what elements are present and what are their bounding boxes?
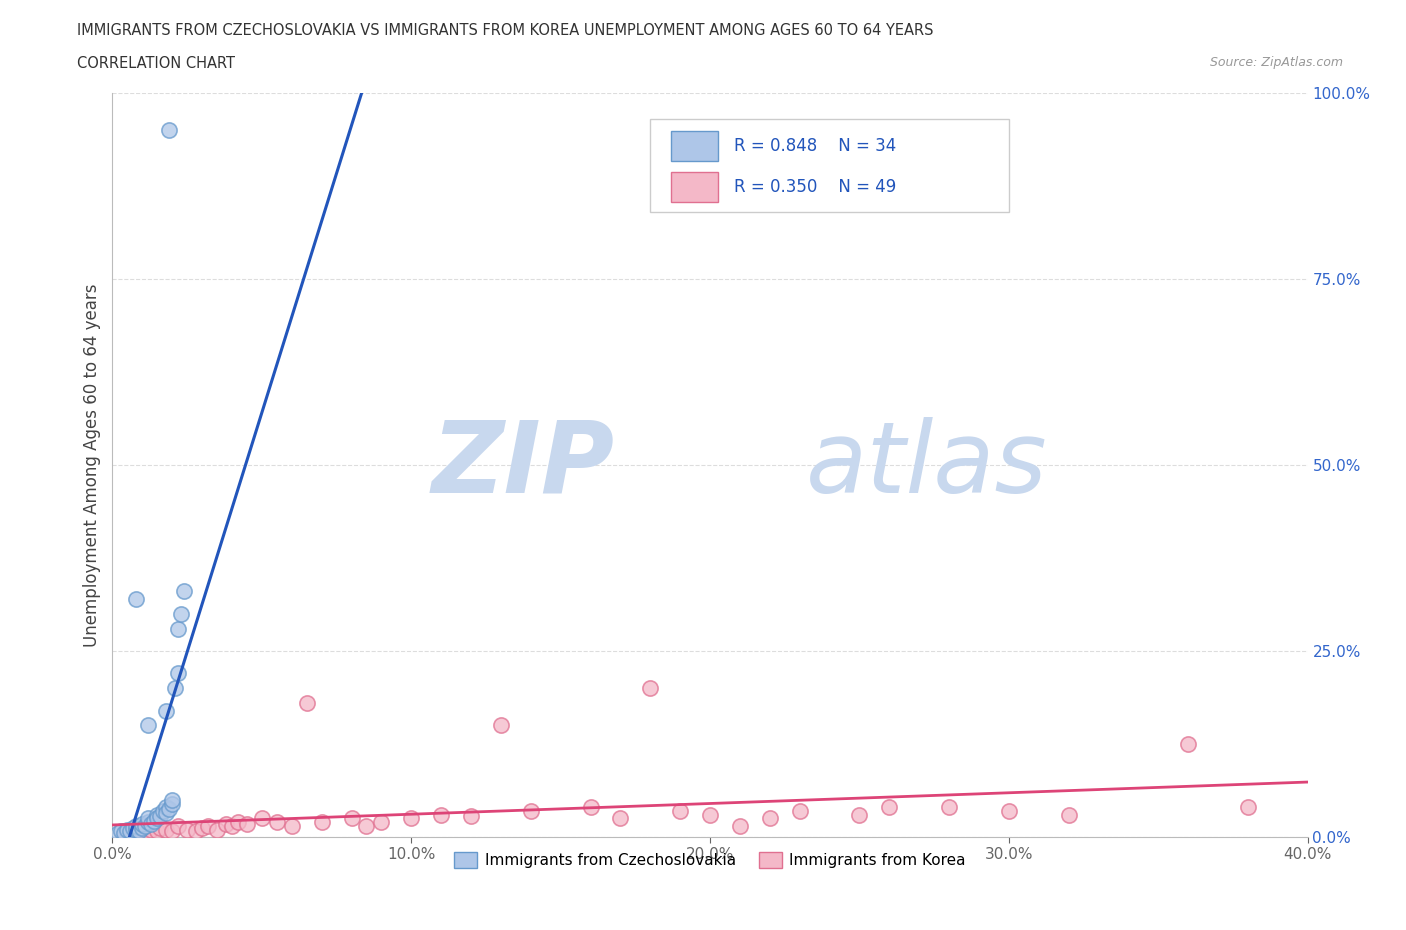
Legend: Immigrants from Czechoslovakia, Immigrants from Korea: Immigrants from Czechoslovakia, Immigran…	[449, 845, 972, 874]
FancyBboxPatch shape	[651, 119, 1010, 212]
Point	[579, 800, 602, 815]
Point	[170, 606, 193, 621]
Point	[609, 811, 631, 826]
Point	[167, 666, 190, 681]
Point	[138, 826, 160, 841]
Point	[370, 815, 392, 830]
Point	[699, 807, 721, 822]
Point	[117, 822, 139, 837]
Point	[157, 123, 180, 138]
Point	[430, 807, 453, 822]
Point	[120, 824, 142, 839]
Point	[1237, 800, 1260, 815]
Point	[141, 822, 163, 837]
Text: ZIP: ZIP	[432, 417, 614, 513]
Point	[1177, 737, 1199, 751]
Point	[110, 824, 132, 839]
Point	[356, 818, 378, 833]
Point	[460, 809, 482, 824]
Point	[197, 818, 219, 833]
Text: CORRELATION CHART: CORRELATION CHART	[77, 56, 235, 71]
Point	[122, 824, 145, 839]
Y-axis label: Unemployment Among Ages 60 to 64 years: Unemployment Among Ages 60 to 64 years	[83, 284, 101, 646]
Point	[186, 824, 208, 839]
Point	[789, 804, 811, 818]
Point	[879, 800, 901, 815]
Point	[149, 809, 172, 824]
Point	[125, 818, 148, 833]
Point	[173, 584, 195, 599]
Point	[489, 718, 512, 733]
Point	[162, 824, 183, 839]
Point	[295, 696, 318, 711]
Point	[125, 822, 148, 837]
Point	[215, 817, 238, 831]
Point	[226, 815, 249, 830]
Text: IMMIGRANTS FROM CZECHOSLOVAKIA VS IMMIGRANTS FROM KOREA UNEMPLOYMENT AMONG AGES : IMMIGRANTS FROM CZECHOSLOVAKIA VS IMMIGR…	[77, 23, 934, 38]
Point	[131, 822, 153, 837]
Point	[155, 800, 177, 815]
Point	[998, 804, 1021, 818]
Point	[155, 805, 177, 820]
Point	[125, 591, 148, 606]
Point	[266, 815, 288, 830]
Point	[114, 826, 135, 841]
Bar	[671, 172, 718, 202]
Point	[146, 807, 169, 822]
Point	[152, 804, 174, 818]
Point	[141, 817, 163, 831]
Point	[155, 822, 177, 837]
Point	[167, 818, 190, 833]
Bar	[671, 131, 718, 161]
Point	[281, 818, 304, 833]
Point	[728, 818, 751, 833]
Point	[146, 824, 169, 839]
Point	[759, 811, 782, 826]
Point	[162, 796, 183, 811]
Point	[122, 820, 145, 835]
Point	[848, 807, 870, 822]
Point	[134, 818, 156, 833]
Point	[128, 824, 150, 839]
Point	[131, 820, 153, 835]
Text: R = 0.848    N = 34: R = 0.848 N = 34	[734, 138, 896, 155]
Point	[640, 681, 662, 696]
Point	[176, 822, 198, 837]
Point	[669, 804, 692, 818]
Point	[143, 813, 166, 828]
Point	[191, 820, 214, 835]
Point	[125, 826, 148, 841]
Point	[155, 703, 177, 718]
Point	[131, 817, 153, 831]
Text: Source: ZipAtlas.com: Source: ZipAtlas.com	[1209, 56, 1343, 69]
Point	[250, 811, 273, 826]
Text: atlas: atlas	[806, 417, 1047, 513]
Point	[167, 621, 190, 636]
Point	[938, 800, 960, 815]
Point	[107, 826, 129, 841]
Point	[149, 820, 172, 835]
Point	[138, 811, 160, 826]
Point	[134, 824, 156, 839]
Point	[311, 815, 333, 830]
Point	[138, 815, 160, 830]
Point	[205, 822, 228, 837]
Point	[157, 802, 180, 817]
Text: R = 0.350    N = 49: R = 0.350 N = 49	[734, 178, 896, 196]
Point	[146, 811, 169, 826]
Point	[520, 804, 543, 818]
Point	[138, 718, 160, 733]
Point	[221, 818, 243, 833]
Point	[165, 681, 187, 696]
Point	[162, 792, 183, 807]
Point	[1057, 807, 1080, 822]
Point	[236, 817, 259, 831]
Point	[401, 811, 423, 826]
Point	[340, 811, 363, 826]
Point	[117, 826, 139, 841]
